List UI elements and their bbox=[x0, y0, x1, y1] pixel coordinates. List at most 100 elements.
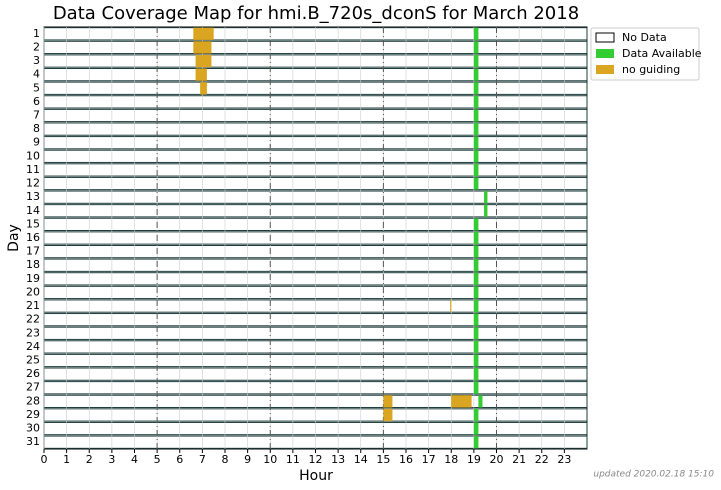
y-tick-label: 9 bbox=[33, 136, 40, 149]
coverage-segment bbox=[473, 436, 479, 449]
x-tick-label: 23 bbox=[557, 453, 571, 466]
y-axis-label: Day bbox=[6, 224, 22, 252]
coverage-segment bbox=[383, 395, 393, 408]
coverage-segment bbox=[473, 177, 479, 190]
legend-label: Data Available bbox=[622, 47, 702, 60]
y-tick-label: 20 bbox=[26, 285, 40, 298]
x-tick-label: 18 bbox=[444, 453, 458, 466]
x-tick-label: 7 bbox=[199, 453, 206, 466]
coverage-segment bbox=[473, 218, 479, 231]
y-tick-label: 26 bbox=[26, 367, 40, 380]
coverage-segment bbox=[473, 340, 479, 354]
x-tick-label: 8 bbox=[222, 453, 229, 466]
coverage-segment bbox=[473, 95, 479, 108]
y-tick-label: 21 bbox=[26, 299, 40, 312]
coverage-segment bbox=[484, 204, 488, 217]
chart-title: Data Coverage Map for hmi.B_720s_dconS f… bbox=[53, 3, 579, 24]
x-tick-label: 16 bbox=[399, 453, 413, 466]
coverage-segment bbox=[193, 27, 214, 40]
coverage-segment bbox=[473, 150, 479, 163]
coverage-segment bbox=[383, 408, 393, 422]
coverage-segment bbox=[473, 272, 479, 285]
coverage-segment bbox=[195, 68, 207, 81]
x-tick-label: 9 bbox=[244, 453, 251, 466]
coverage-segment bbox=[473, 163, 479, 177]
coverage-segment bbox=[450, 299, 452, 313]
legend-swatch bbox=[596, 65, 614, 74]
x-tick-label: 19 bbox=[467, 453, 481, 466]
coverage-segment bbox=[473, 231, 479, 245]
y-tick-label: 27 bbox=[26, 381, 40, 394]
x-tick-label: 21 bbox=[512, 453, 526, 466]
x-axis-label: Hour bbox=[299, 468, 333, 484]
y-tick-label: 29 bbox=[26, 408, 40, 421]
coverage-segment bbox=[473, 122, 479, 136]
x-tick-label: 0 bbox=[41, 453, 48, 466]
coverage-segment bbox=[478, 395, 483, 408]
legend-swatch bbox=[596, 49, 614, 58]
y-tick-label: 11 bbox=[26, 163, 40, 176]
y-tick-label: 3 bbox=[33, 54, 40, 67]
coverage-segment bbox=[473, 422, 479, 435]
y-tick-label: 2 bbox=[33, 40, 40, 53]
coverage-segment bbox=[473, 136, 479, 149]
coverage-segment bbox=[473, 259, 479, 272]
y-tick-label: 8 bbox=[33, 122, 40, 135]
y-tick-label: 12 bbox=[26, 177, 40, 190]
coverage-segment bbox=[473, 313, 479, 326]
coverage-segment bbox=[451, 395, 472, 408]
coverage-segment bbox=[473, 327, 479, 340]
y-tick-label: 7 bbox=[33, 108, 40, 121]
coverage-segment bbox=[473, 27, 479, 40]
coverage-segment bbox=[473, 354, 479, 367]
legend-box bbox=[590, 27, 700, 81]
coverage-segment bbox=[473, 41, 479, 54]
legend-swatch bbox=[595, 32, 615, 43]
y-tick-label: 30 bbox=[26, 422, 40, 435]
y-tick-label: 1 bbox=[33, 27, 40, 40]
y-tick-label: 14 bbox=[26, 204, 40, 217]
y-tick-label: 13 bbox=[26, 190, 40, 203]
y-tick-label: 19 bbox=[26, 272, 40, 285]
x-tick-label: 1 bbox=[63, 453, 70, 466]
coverage-segment bbox=[473, 299, 479, 313]
coverage-segment bbox=[473, 245, 479, 258]
x-tick-label: 17 bbox=[422, 453, 436, 466]
coverage-segment bbox=[200, 82, 207, 95]
x-tick-label: 5 bbox=[154, 453, 161, 466]
y-tick-label: 24 bbox=[26, 340, 40, 353]
x-tick-label: 3 bbox=[108, 453, 115, 466]
legend-label: no guiding bbox=[622, 63, 680, 76]
y-tick-label: 4 bbox=[33, 68, 40, 81]
coverage-segment bbox=[193, 41, 212, 54]
coverage-segment bbox=[473, 54, 479, 68]
y-tick-label: 15 bbox=[26, 217, 40, 230]
y-tick-label: 31 bbox=[26, 435, 40, 448]
x-tick-label: 13 bbox=[331, 453, 345, 466]
x-tick-label: 12 bbox=[309, 453, 323, 466]
x-tick-label: 6 bbox=[176, 453, 183, 466]
x-tick-label: 10 bbox=[263, 453, 277, 466]
updated-note: updated 2020.02.18 15:10 bbox=[593, 470, 714, 480]
coverage-segment bbox=[473, 68, 479, 81]
y-tick-label: 28 bbox=[26, 394, 40, 407]
x-tick-label: 11 bbox=[286, 453, 300, 466]
x-tick-label: 22 bbox=[535, 453, 549, 466]
x-tick-label: 2 bbox=[86, 453, 93, 466]
x-tick-label: 20 bbox=[490, 453, 504, 466]
coverage-segment bbox=[473, 381, 479, 394]
x-tick-label: 14 bbox=[354, 453, 368, 466]
coverage-segment bbox=[473, 408, 479, 422]
y-tick-label: 25 bbox=[26, 354, 40, 367]
legend-label: No Data bbox=[622, 31, 667, 44]
y-tick-label: 17 bbox=[26, 245, 40, 258]
y-tick-label: 16 bbox=[26, 231, 40, 244]
y-tick-label: 6 bbox=[33, 95, 40, 108]
coverage-segment bbox=[473, 286, 479, 299]
x-tick-label: 15 bbox=[376, 453, 390, 466]
y-tick-label: 5 bbox=[33, 81, 40, 94]
coverage-segment bbox=[473, 368, 479, 381]
y-tick-label: 10 bbox=[26, 149, 40, 162]
